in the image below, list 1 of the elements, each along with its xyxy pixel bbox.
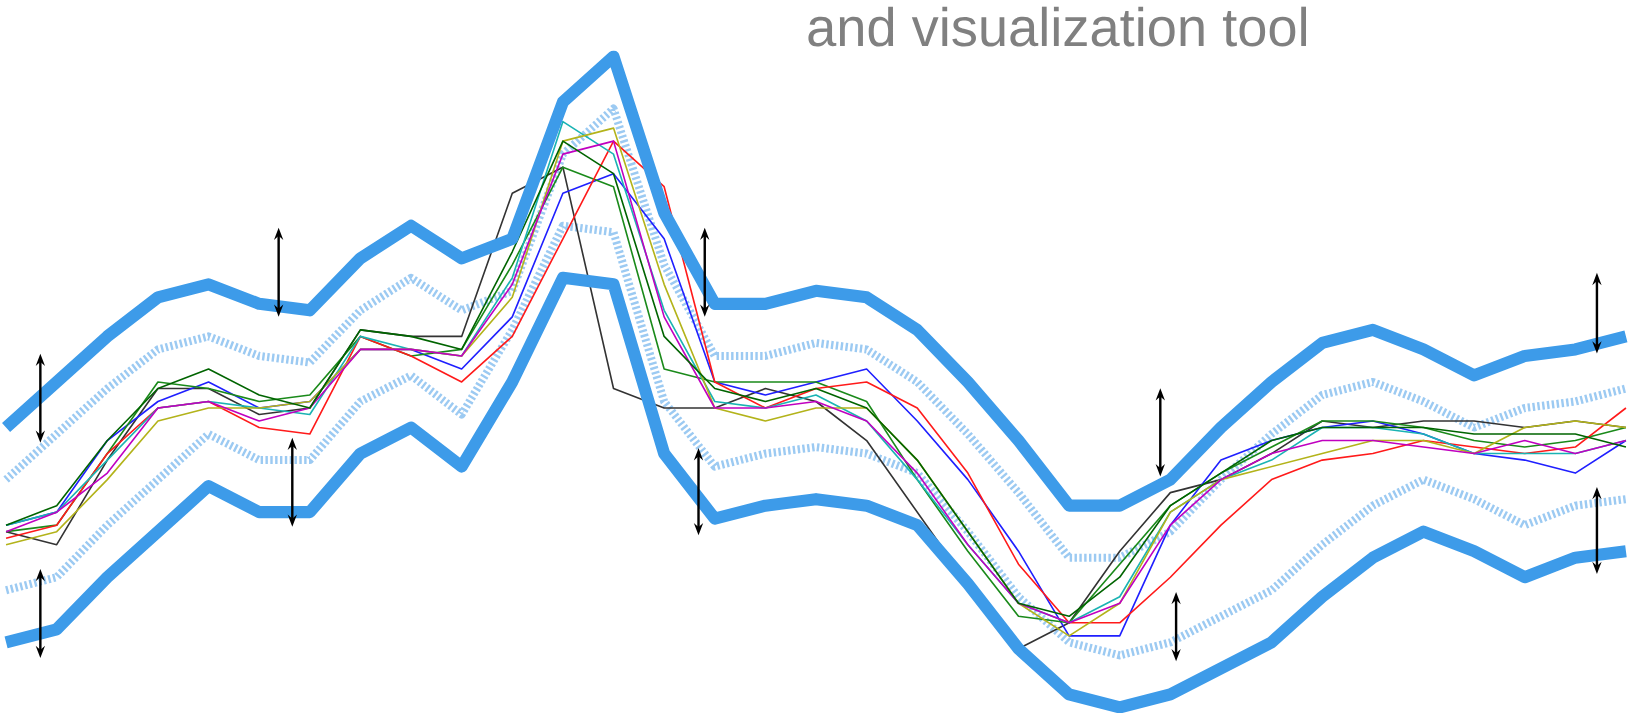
chart-title: and visualization tool: [808, 6, 1306, 47]
